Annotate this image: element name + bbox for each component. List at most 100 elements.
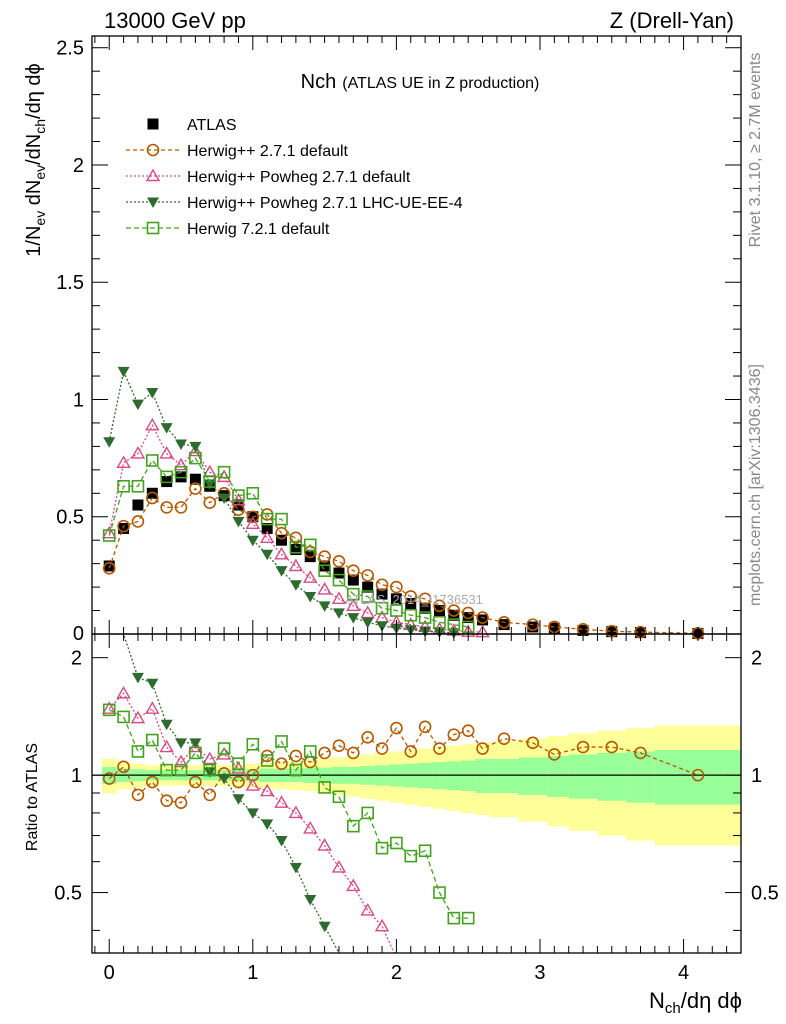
data-point-herwigpp_powheg	[173, 457, 189, 471]
data-point-herwigpp_powheg	[159, 446, 174, 459]
ratio-point-herwigpp_default	[526, 736, 540, 750]
ratio-point-herwigpp_default	[232, 775, 245, 789]
ratio-point-herwigpp_powheg_lhc	[304, 894, 317, 906]
data-point-herwigpp_powheg	[116, 455, 131, 469]
data-point-herwigpp_powheg_lhc	[218, 493, 231, 504]
ratio-point-herwigpp_default	[605, 740, 619, 754]
ratio-point-herwigpp_powheg	[145, 701, 160, 714]
data-point-atlas	[146, 487, 158, 499]
ratio-point-herwigpp_powheg_lhc	[261, 819, 274, 830]
ratio-point-herwig7	[189, 746, 202, 760]
data-point-herwig7	[246, 486, 260, 500]
ratio-point-herwig7	[174, 763, 188, 777]
data-point-atlas	[319, 560, 331, 572]
data-point-atlas	[376, 588, 388, 600]
ratio-point-herwig7	[318, 781, 331, 794]
data-point-herwig7	[375, 601, 389, 615]
data-point-herwigpp_powheg	[231, 492, 246, 506]
ratio-point-herwigpp_powheg	[159, 739, 174, 753]
ratio-point-herwig7	[146, 733, 159, 747]
data-point-herwigpp_powheg	[360, 605, 375, 619]
data-point-herwig7	[390, 604, 403, 617]
legend-marker-herwig7	[146, 221, 160, 235]
ratio-point-herwigpp_powheg	[259, 783, 275, 797]
data-point-herwigpp_powheg_lhc	[361, 617, 374, 629]
ratio-point-herwigpp_powheg	[202, 751, 217, 765]
ratio-point-herwig7	[390, 836, 403, 850]
ratio-point-herwig7	[260, 754, 274, 767]
ratio-point-herwig7	[275, 735, 288, 748]
data-point-herwigpp_powheg	[102, 525, 117, 539]
data-point-herwigpp_powheg_lhc	[332, 608, 345, 619]
mcplots-label: mcplots.cern.ch [arXiv:1306.3436]	[747, 364, 764, 606]
ratio-point-herwigpp_default	[117, 760, 130, 774]
data-point-herwigpp_default	[404, 590, 418, 603]
ratio-point-herwigpp_default	[102, 772, 116, 785]
data-point-herwigpp_default	[275, 526, 288, 540]
ratio-point-herwigpp_powheg_lhc	[218, 774, 231, 785]
header-right: Z (Drell-Yan)	[610, 8, 734, 33]
data-point-atlas	[276, 534, 288, 546]
data-point-atlas	[304, 551, 316, 563]
data-point-herwigpp_default	[332, 555, 346, 568]
analysis-watermark: ATLAS_2014_I1736531	[345, 592, 483, 607]
x-tick-label: 2	[391, 962, 402, 984]
data-point-herwigpp_default	[347, 564, 360, 577]
ratio-point-herwig7	[289, 763, 303, 777]
ratio-point-herwigpp_default	[189, 775, 202, 789]
data-point-herwigpp_powheg_lhc	[175, 439, 188, 451]
data-point-herwigpp_powheg	[288, 558, 304, 572]
ratio-point-herwigpp_powheg	[303, 821, 318, 834]
ratio-y-tick-label: 2	[71, 648, 82, 670]
data-point-herwigpp_powheg_lhc	[318, 601, 331, 612]
data-point-herwig7	[102, 529, 116, 542]
data-point-herwigpp_default	[361, 569, 374, 582]
data-point-atlas	[333, 567, 345, 579]
data-point-atlas	[433, 605, 445, 617]
ratio-point-herwigpp_powheg_lhc	[131, 672, 144, 684]
data-point-herwigpp_default	[318, 550, 331, 563]
data-point-herwig7	[160, 470, 173, 484]
ratio-point-herwigpp_default	[433, 742, 446, 755]
ratio-y-tick-label: 0.5	[54, 883, 82, 905]
y-tick-label: 1.5	[56, 272, 84, 294]
ratio-point-herwigpp_default	[203, 788, 217, 802]
data-point-herwigpp_powheg_lhc	[347, 613, 360, 624]
ratio-point-herwigpp_powheg_lhc	[189, 738, 202, 749]
data-point-atlas	[161, 476, 173, 488]
y-tick-label: 2	[73, 155, 84, 177]
ratio-point-herwigpp_powheg	[346, 878, 361, 892]
ratio-point-herwigpp_powheg_lhc	[203, 767, 216, 778]
data-point-atlas	[462, 612, 474, 624]
data-point-herwig7	[332, 573, 346, 587]
data-point-herwig7	[131, 479, 145, 493]
ratio-point-herwigpp_default	[390, 721, 403, 735]
uncertainty-band-inner	[654, 749, 742, 805]
data-point-herwigpp_powheg_lhc	[189, 441, 202, 453]
ratio-point-herwigpp_powheg_lhc	[160, 719, 173, 731]
ratio-point-herwigpp_powheg	[130, 710, 146, 724]
uncertainty-band-inner	[518, 757, 548, 795]
data-point-herwigpp_powheg_lhc	[376, 621, 389, 632]
data-point-herwigpp_default	[102, 562, 116, 575]
ratio-point-herwigpp_powheg	[317, 838, 332, 851]
ratio-point-herwigpp_powheg_lhc	[246, 808, 259, 819]
chart-title: Nch (ATLAS UE in Z production)	[301, 71, 540, 93]
data-point-herwigpp_powheg_lhc	[261, 549, 274, 561]
data-point-herwigpp_powheg	[317, 582, 332, 595]
uncertainty-band-inner	[489, 758, 519, 793]
ratio-point-herwigpp_default	[131, 788, 145, 802]
data-point-herwig7	[318, 564, 331, 577]
data-point-herwigpp_powheg	[259, 530, 275, 544]
y-tick-label: 2.5	[56, 38, 84, 60]
data-point-herwigpp_powheg_lhc	[203, 479, 216, 490]
ratio-point-herwigpp_powheg	[331, 860, 347, 873]
data-point-herwig7	[404, 608, 418, 622]
data-point-herwigpp_default	[203, 496, 217, 509]
ratio-point-herwigpp_powheg	[274, 795, 289, 808]
data-point-herwigpp_powheg	[274, 546, 289, 560]
ratio-point-herwigpp_default	[476, 742, 489, 755]
ratio-point-herwig7	[404, 849, 418, 863]
ratio-point-herwigpp_default	[332, 739, 346, 752]
